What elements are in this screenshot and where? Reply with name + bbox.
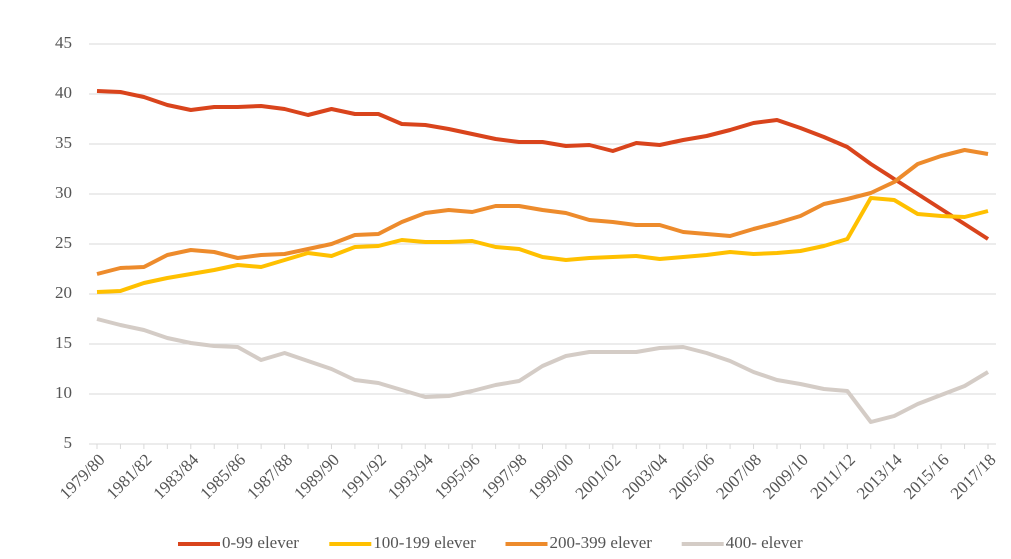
x-tick-label: 2015/16 (900, 450, 953, 503)
x-tick-label: 1979/80 (56, 450, 109, 503)
x-tick-label: 1993/94 (384, 450, 437, 503)
x-tick-label: 1995/96 (431, 450, 484, 503)
legend-label: 0-99 elever (222, 533, 299, 552)
y-tick-label: 45 (55, 33, 72, 52)
y-tick-label: 20 (55, 283, 72, 302)
x-tick-label: 2013/14 (853, 450, 906, 503)
x-tick-label: 1991/92 (337, 450, 390, 503)
x-tick-label: 2003/04 (618, 450, 671, 503)
series-line (96, 196, 989, 294)
x-tick-label: 2009/10 (759, 450, 812, 503)
y-tick-label: 10 (55, 383, 72, 402)
series-line (96, 148, 989, 276)
series-line (96, 317, 990, 424)
x-tick-label: 1999/00 (525, 450, 578, 503)
x-tick-label: 1987/88 (243, 450, 296, 503)
legend-label: 100-199 elever (373, 533, 476, 552)
x-tick-label: 2011/12 (807, 450, 859, 502)
x-tick-label: 2005/06 (665, 450, 718, 503)
x-tick-label: 1985/86 (196, 450, 249, 503)
x-tick-label: 2017/18 (947, 450, 1000, 503)
x-tick-label: 1983/84 (150, 450, 203, 503)
x-tick-label: 1989/90 (290, 450, 343, 503)
y-tick-label: 30 (55, 183, 72, 202)
legend-label: 400- elever (726, 533, 803, 552)
series-line (96, 89, 990, 241)
y-tick-label: 40 (55, 83, 72, 102)
x-tick-label: 2007/08 (712, 450, 765, 503)
y-tick-label: 5 (64, 433, 73, 452)
y-tick-label: 25 (55, 233, 72, 252)
legend: 0-99 elever 100-199 elever 200-399 elever 4… (178, 533, 803, 552)
x-tick-label: 1981/82 (103, 450, 156, 503)
y-tick-label: 15 (55, 333, 72, 352)
x-tick-label: 2001/02 (572, 450, 625, 503)
x-tick-label: 1997/98 (478, 450, 531, 503)
y-tick-label: 35 (55, 133, 72, 152)
legend-label: 200-399 elever (550, 533, 653, 552)
